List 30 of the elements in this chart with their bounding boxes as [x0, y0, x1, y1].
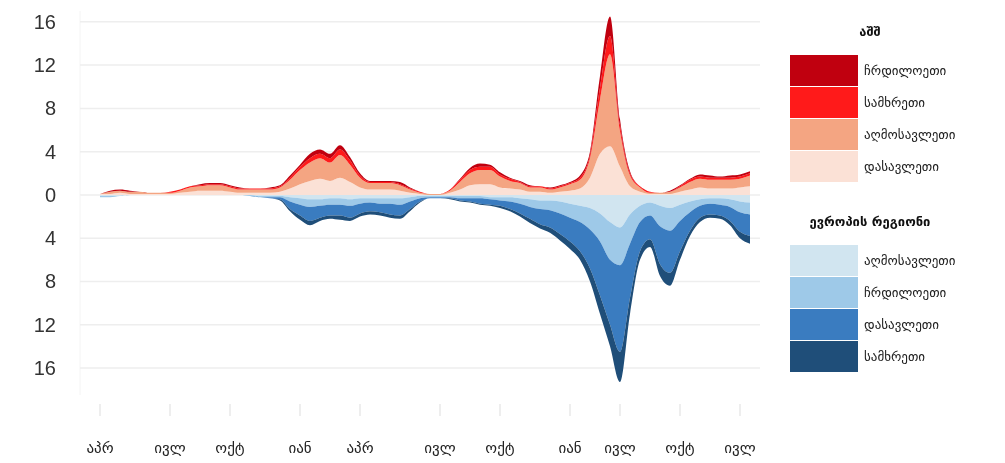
x-tick-label: იან	[288, 439, 312, 457]
y-tick-label: 0	[44, 184, 56, 206]
x-tick-label: ივლ	[724, 439, 756, 457]
legend-title: აშშ	[859, 24, 881, 39]
x-tick-label: ივლ	[604, 439, 636, 457]
text: ჩრდილოეთი	[864, 285, 947, 300]
x-tick-label: აპრ	[346, 439, 374, 457]
text: ჩრდილოეთი	[864, 63, 947, 78]
x-tick-label: იან	[558, 439, 582, 457]
text: აღმოსავლეთი	[864, 253, 956, 268]
text: სამხრეთი	[864, 349, 926, 364]
legend-title: ევროპის რეგიონი	[809, 214, 931, 229]
x-tick-label: ივლ	[154, 439, 186, 457]
text: სამხრეთი	[864, 95, 926, 110]
text: აღმოსავლეთი	[864, 127, 956, 142]
text: დასავლეთი	[864, 317, 940, 332]
x-tick-label: აპრ	[86, 439, 114, 457]
text: დასავლეთი	[864, 159, 940, 174]
x-tick-label: ოქტ	[665, 439, 695, 457]
x-tick-label: ივლ	[424, 439, 456, 457]
y-tick-label: 12	[33, 54, 56, 77]
y-tick-label: 8	[44, 270, 56, 293]
y-tick-label: 4	[44, 140, 56, 163]
y-tick-label: 16	[33, 356, 56, 379]
y-tick-label: 8	[44, 97, 56, 120]
x-tick-label: ოქტ	[485, 439, 515, 457]
x-tick-label: ოქტ	[215, 439, 245, 457]
y-tick-label: 12	[33, 313, 56, 336]
y-tick-label: 16	[33, 10, 56, 33]
y-tick-label: 4	[44, 227, 56, 250]
